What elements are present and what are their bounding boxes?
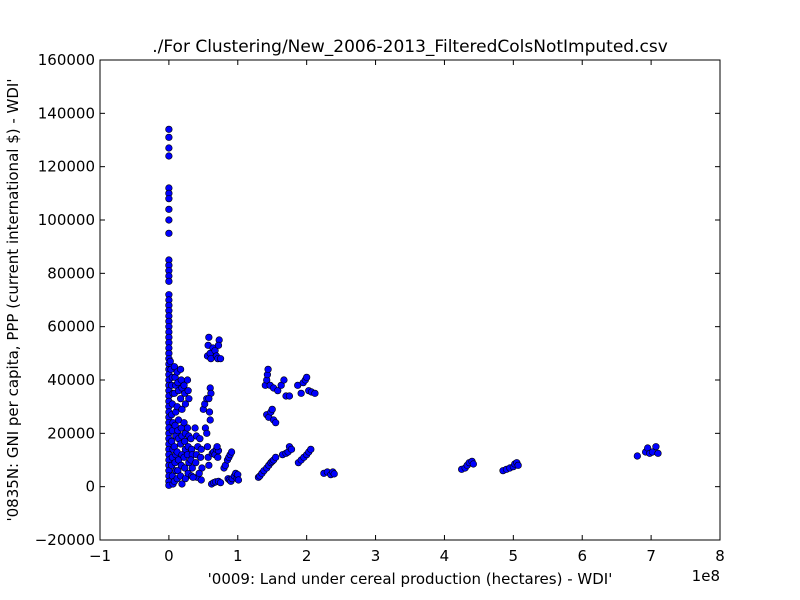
data-point (330, 470, 338, 478)
data-point (197, 476, 205, 484)
data-point (227, 448, 236, 456)
data-point (205, 395, 213, 403)
x-tick-label: −1 (89, 547, 111, 565)
data-point (196, 435, 204, 443)
chart-title: ./For Clustering/New_2006-2013_FilteredC… (152, 37, 668, 57)
y-tick-label: 160000 (38, 51, 95, 69)
data-point (264, 365, 272, 373)
data-point (272, 453, 280, 461)
data-point (165, 229, 173, 237)
data-point (196, 453, 205, 461)
data-point (203, 429, 211, 437)
data-point (268, 405, 276, 413)
data-point (180, 419, 188, 427)
data-point (469, 460, 477, 468)
y-tick-label: 80000 (47, 264, 95, 282)
x-tick-label: 1 (233, 547, 243, 565)
data-point (197, 445, 205, 453)
data-point (203, 443, 212, 451)
data-point (166, 357, 174, 365)
y-axis-label: '0835N: GNI per capita, PPP (current int… (4, 79, 22, 522)
data-point (181, 400, 190, 408)
data-point (181, 437, 189, 445)
data-point (177, 395, 185, 403)
data-point (189, 473, 197, 481)
data-point (214, 341, 223, 349)
data-point (183, 424, 192, 432)
data-point (206, 416, 214, 424)
data-point (195, 469, 203, 477)
data-point (272, 419, 280, 427)
data-point (165, 205, 173, 213)
data-point (214, 453, 222, 461)
data-point (183, 376, 192, 384)
data-point (180, 381, 188, 389)
data-point (185, 395, 193, 403)
data-point (165, 125, 173, 133)
data-point (191, 424, 199, 432)
data-point (165, 133, 173, 141)
x-tick-label: 5 (509, 547, 519, 565)
data-point (654, 449, 662, 457)
data-point (165, 152, 173, 160)
data-point (213, 443, 221, 451)
data-point (181, 464, 189, 472)
data-point (633, 452, 641, 460)
data-point (165, 216, 173, 224)
y-tick-label: 60000 (47, 318, 95, 336)
x-tick-label: 4 (440, 547, 450, 565)
data-point (177, 365, 185, 373)
data-point (165, 277, 173, 285)
x-axis-offset-label: 1e8 (692, 567, 720, 585)
x-tick-label: 2 (302, 547, 312, 565)
data-point (297, 389, 305, 397)
data-point (307, 445, 315, 453)
data-point (652, 443, 660, 451)
y-tick-label: −20000 (35, 531, 95, 549)
data-point (205, 461, 213, 469)
y-tick-label: 0 (85, 478, 95, 496)
data-point (205, 333, 213, 341)
x-tick-label: 6 (577, 547, 587, 565)
data-point (280, 376, 288, 384)
data-point (285, 392, 294, 400)
data-point (216, 479, 225, 487)
data-point (216, 355, 225, 363)
x-tick-label: 3 (371, 547, 381, 565)
data-point (303, 373, 311, 381)
data-point (234, 476, 243, 484)
y-tick-label: 120000 (38, 158, 95, 176)
data-points (165, 125, 662, 489)
y-tick-label: 20000 (47, 424, 95, 442)
data-point (178, 405, 186, 413)
data-point (188, 464, 196, 472)
plot-area-frame (99, 59, 721, 541)
axis-ticks (99, 59, 721, 541)
x-axis-tick-labels: −1 0 1 2 3 4 5 6 7 8 (89, 547, 725, 565)
data-point (287, 445, 296, 453)
data-point (178, 480, 186, 488)
y-tick-label: 40000 (47, 371, 95, 389)
data-point (165, 195, 173, 203)
data-point (165, 144, 173, 152)
data-point (184, 387, 192, 395)
data-point (311, 389, 319, 397)
data-point (205, 408, 214, 416)
y-tick-label: 100000 (38, 211, 95, 229)
data-point (274, 387, 282, 395)
x-tick-label: 8 (715, 547, 725, 565)
data-point (514, 461, 522, 469)
x-axis-label: '0009: Land under cereal production (hec… (208, 570, 613, 588)
y-axis-tick-labels: −20000 0 20000 40000 60000 80000 100000 120000 1… (35, 51, 95, 549)
data-point (192, 459, 200, 467)
y-tick-label: 140000 (38, 104, 95, 122)
x-tick-label: 7 (646, 547, 656, 565)
x-tick-label: 0 (164, 547, 174, 565)
